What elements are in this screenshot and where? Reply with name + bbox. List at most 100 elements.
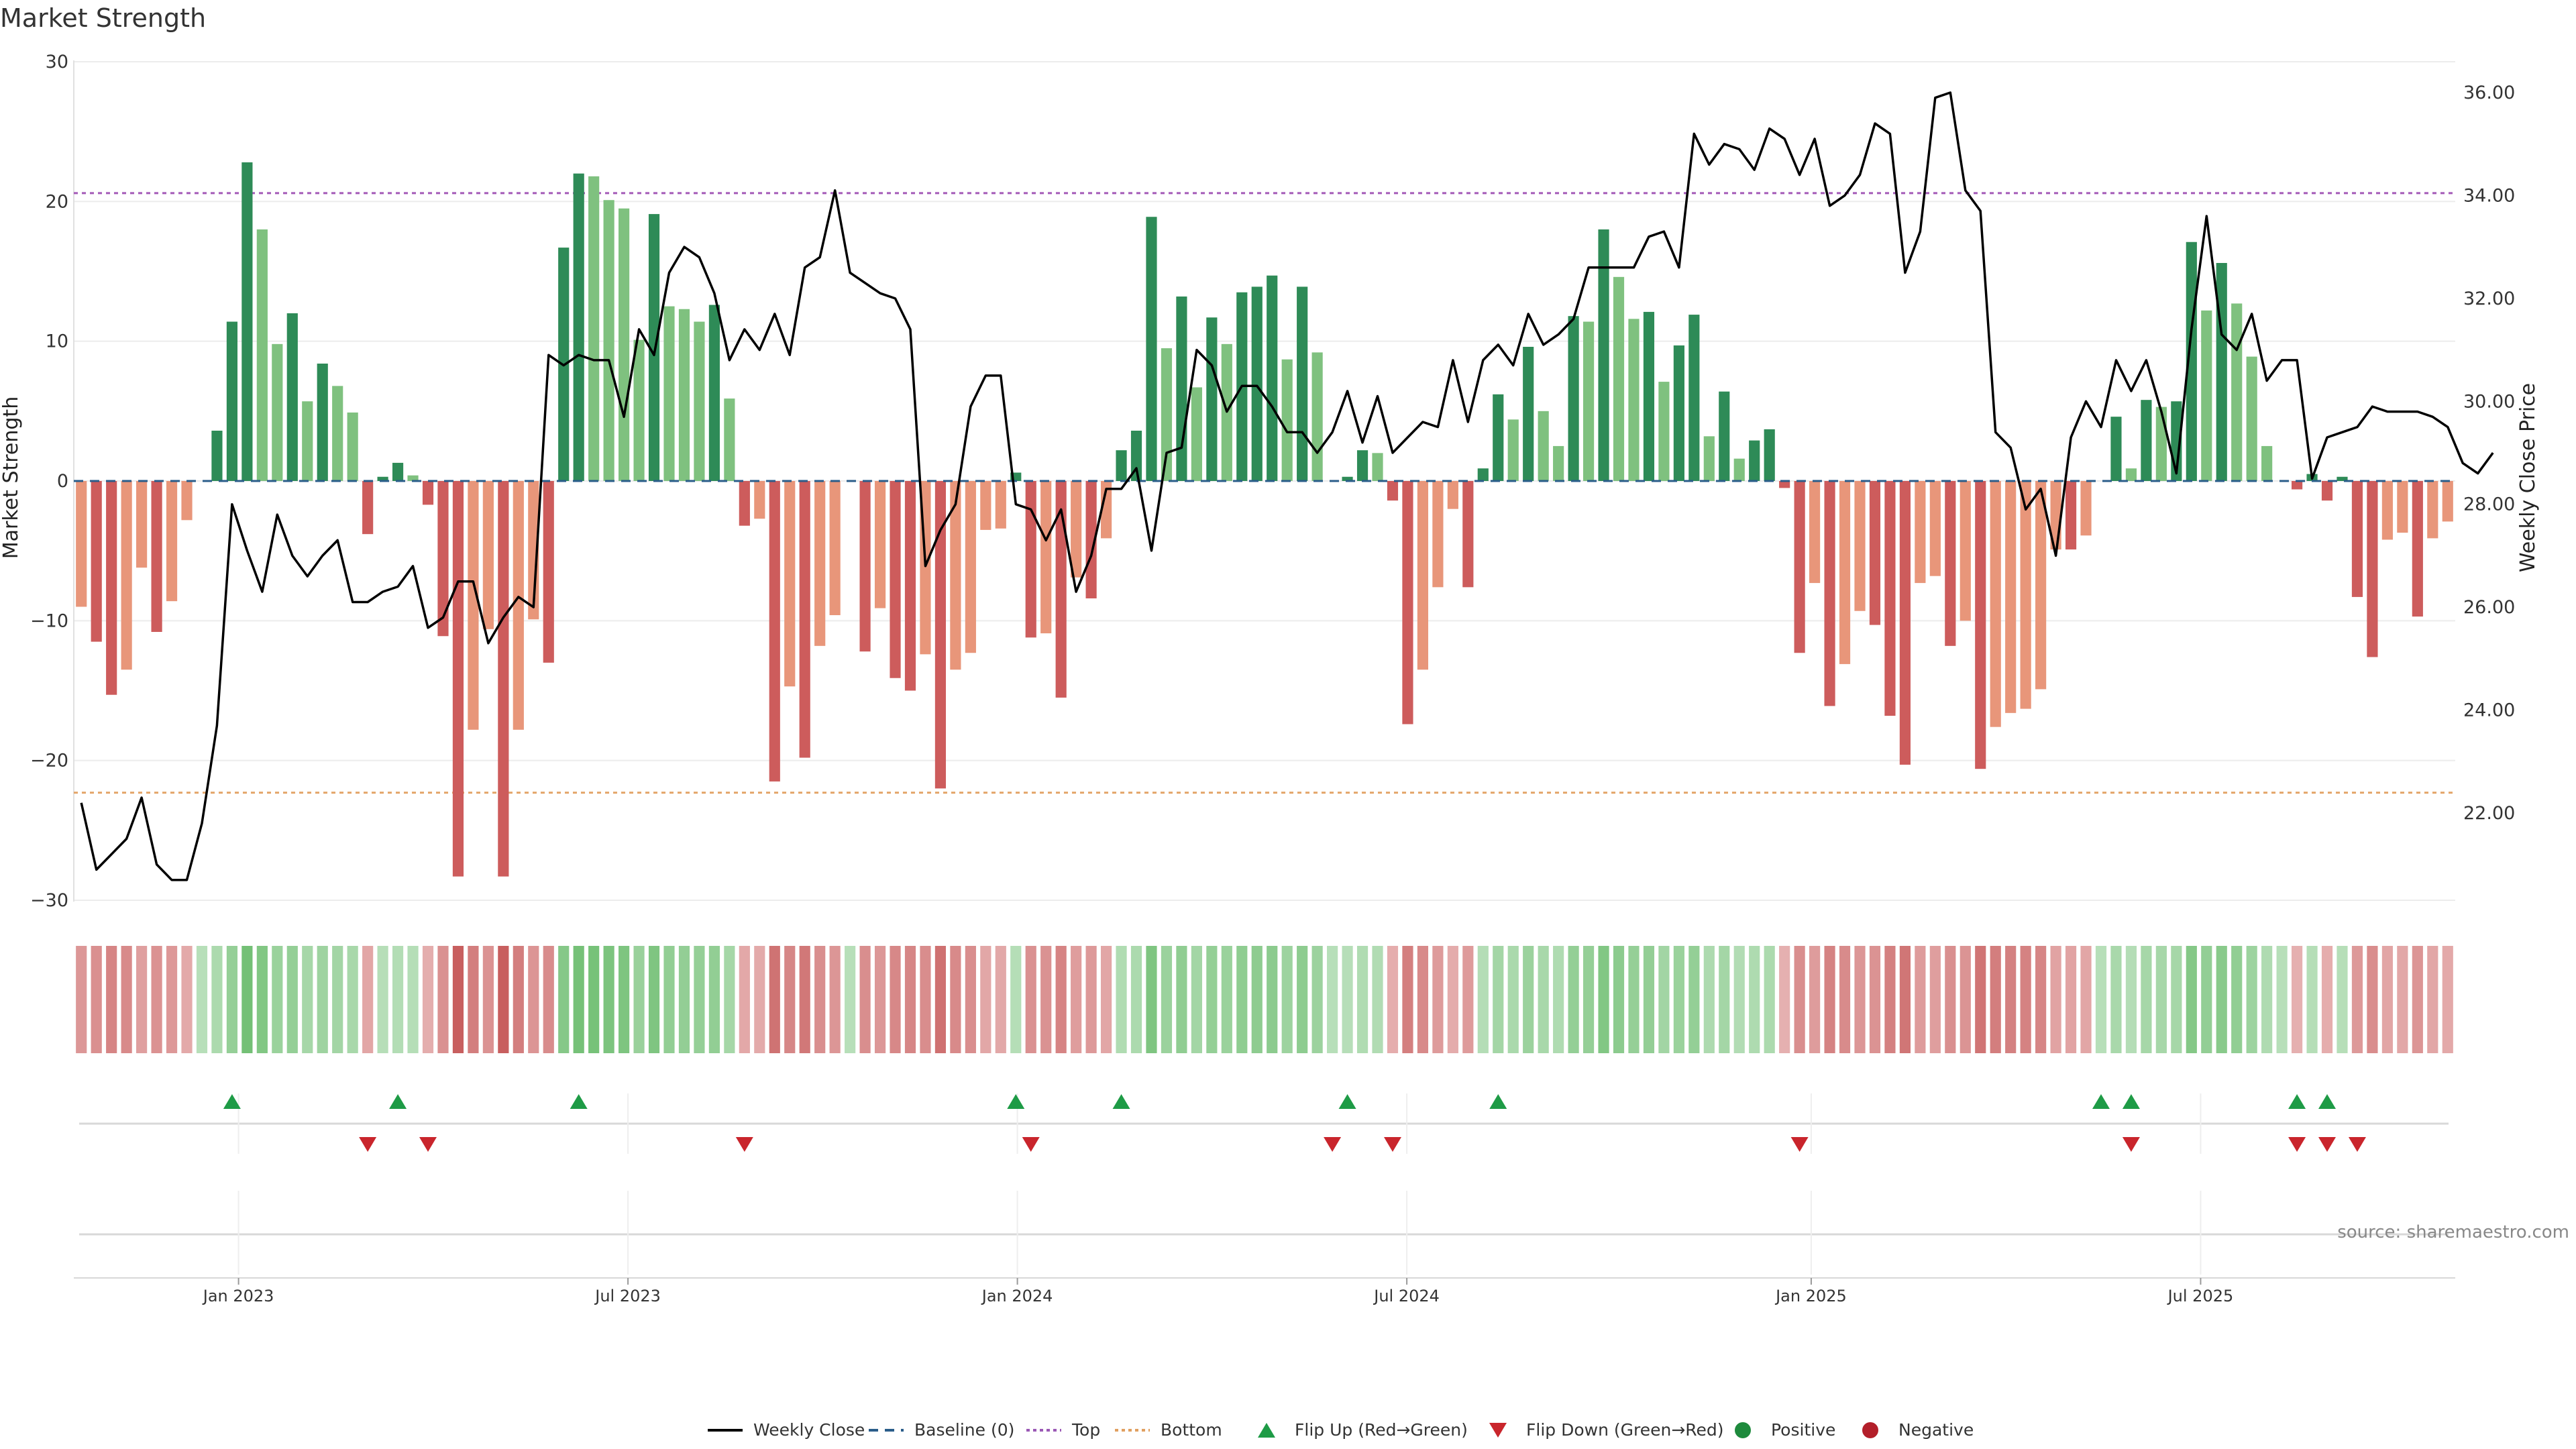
strength-bar [377,476,388,481]
strength-bar [2337,476,2348,481]
heatmap-cell [1990,946,2001,1053]
heatmap-cell [1884,946,1896,1053]
x-tick-label: Jan 2025 [1774,1287,1847,1305]
strength-bar [1538,411,1549,481]
strength-bar [2065,481,2077,550]
heatmap-cell [2381,946,2393,1053]
strength-bar [603,200,614,481]
strength-bar [769,481,780,782]
flip-down-marker [1790,1137,1809,1152]
heatmap-cell [1130,946,1142,1053]
flip-up-marker [2122,1094,2140,1109]
heatmap-cell [829,946,841,1053]
strength-bar [2005,481,2017,713]
strength-bar [2412,481,2423,617]
heatmap-cell [272,946,283,1053]
strength-bar [754,481,765,519]
strength-bar [1643,311,1655,481]
heatmap-cell [2397,946,2408,1053]
strength-bar [2201,310,2212,481]
heatmap-cell [2201,946,2212,1053]
y-tick-label-left: −10 [30,610,68,631]
heatmap-cell [2412,946,2423,1053]
heatmap-cell [1297,946,1308,1053]
heatmap-cell [256,946,268,1053]
strength-bar [151,481,162,632]
strength-bar [241,162,253,481]
heatmap-cell [226,946,238,1053]
flip-down-marker [419,1137,437,1152]
heatmap-cell [2080,946,2092,1053]
y-tick-label-right: 22.00 [2463,803,2515,824]
strength-bar [2141,400,2152,481]
heatmap-cell [1432,946,1444,1053]
heatmap-cell [859,946,871,1053]
heatmap-cell [211,946,223,1053]
flip-down-marker [735,1137,753,1152]
heatmap-cell [513,946,524,1053]
heatmap-cell [663,946,675,1053]
strength-bar [1251,286,1263,481]
heatmap-cell [1582,946,1595,1053]
legend-swatch-flip-up [1258,1423,1275,1438]
flip-up-marker [223,1094,241,1109]
heatmap-cell [2276,946,2288,1053]
strength-bar [1281,359,1293,481]
heatmap-cell [619,946,630,1053]
heatmap-cell [166,946,178,1053]
y-axis-label-left: Market Strength [0,396,23,559]
strength-bar [1658,382,1670,481]
heatmap-cell [1191,946,1202,1053]
strength-bar [302,401,313,481]
strength-bar [1613,276,1625,481]
strength-bar [663,306,675,481]
strength-bar [2261,445,2273,481]
heatmap-cell [1477,946,1489,1053]
heatmap-cell [377,946,388,1053]
heatmap-cell [1523,946,1534,1053]
strength-bar [573,173,584,481]
heatmap-cell [1673,946,1684,1053]
strength-bar [2367,481,2378,657]
strength-bar [1055,481,1067,698]
strength-bar [1267,275,1278,481]
heatmap-cell [648,946,660,1053]
strength-bar [2020,481,2031,709]
flip-up-marker [2288,1094,2306,1109]
strength-bar [1839,481,1851,664]
x-tick-label: Jul 2025 [2167,1287,2234,1305]
strength-bar [211,431,223,481]
strength-bar [2381,481,2393,540]
strength-bar [1116,450,1127,481]
heatmap-cell [1628,946,1640,1053]
strength-bar [1507,419,1519,481]
strength-bar [226,321,238,481]
heatmap-cell [181,946,193,1053]
strength-bar [1356,450,1368,481]
strength-bar [2351,481,2363,597]
heatmap-cell [1749,946,1760,1053]
heatmap-cell [1764,946,1775,1053]
strength-bar [619,208,630,481]
strength-bar [2155,407,2167,481]
left-axis-ticks: 30 20 10 0 −10 −20 −30 [30,52,68,911]
legend-label: Flip Up (Red→Green) [1295,1420,1468,1440]
heatmap-cell [1402,946,1413,1053]
heatmap-cell [980,946,991,1053]
legend-label: Flip Down (Green→Red) [1526,1420,1724,1440]
heatmap-cell [1387,946,1399,1053]
heatmap-cell [784,946,796,1053]
heatmap-cell [1010,946,1022,1053]
heatmap-cell [1613,946,1625,1053]
heatmap-cell [1055,946,1067,1053]
heatmap-cell [2050,946,2061,1053]
heatmap-cell [708,946,720,1053]
strength-bar [950,481,961,670]
legend-item: Baseline (0) [869,1420,1014,1440]
heatmap-cell [1854,946,1866,1053]
heatmap-cell [1493,946,1504,1053]
heatmap-cell [136,946,148,1053]
strength-bar [1493,394,1504,481]
weekly-close-polyline [80,91,2494,881]
heatmap-cell [1462,946,1474,1053]
